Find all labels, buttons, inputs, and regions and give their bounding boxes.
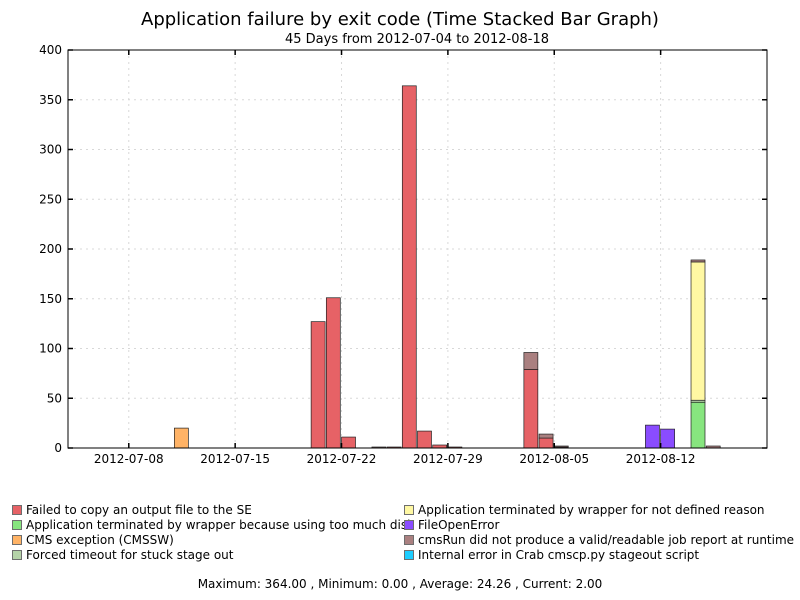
legend-swatch [12, 550, 22, 560]
x-tick-label: 2012-07-29 [413, 452, 483, 466]
legend-label: Application terminated by wrapper becaus… [26, 518, 415, 532]
bar-segment [310, 321, 326, 449]
chart-plot: 0 50 100 150 200 250 300 350 400 2012-07-08 2012-0… [39, 43, 768, 466]
legend-swatch [12, 520, 22, 530]
bar-segment [690, 261, 706, 401]
legend-label: Failed to copy an output file to the SE [26, 503, 252, 517]
bar-segment [341, 436, 356, 449]
legend-label: Internal error in Crab cmscp.py stageout… [418, 548, 700, 562]
y-tick-label: 150 [39, 292, 62, 306]
chart-title: Application failure by exit code (Time S… [141, 9, 659, 30]
legend-swatch [404, 550, 414, 560]
bar-segment [325, 297, 341, 449]
bar-segment [645, 424, 660, 449]
chart-stats-footer: Maximum: 364.00 , Minimum: 0.00 , Averag… [197, 577, 603, 591]
bar-segment [523, 369, 539, 449]
legend-label: Forced timeout for stuck stage out [26, 548, 234, 562]
legend-swatch [404, 520, 414, 530]
legend-label: cmsRun did not produce a valid/readable … [418, 533, 795, 547]
bar-segment [417, 430, 432, 449]
bar-segment [174, 427, 189, 449]
y-tick-label: 0 [54, 441, 62, 455]
bar-segment [553, 445, 569, 448]
bar-segment [401, 85, 417, 449]
y-tick-label: 300 [39, 143, 62, 157]
chart-subtitle: 45 Days from 2012-07-04 to 2012-08-18 [284, 32, 550, 47]
x-tick-label: 2012-07-22 [307, 452, 377, 466]
legend-swatch [12, 505, 22, 515]
legend-swatch [404, 535, 414, 545]
x-tick-label: 2012-08-12 [626, 452, 696, 466]
legend-swatch [12, 535, 22, 545]
y-tick-label: 100 [39, 342, 62, 356]
legend-label: CMS exception (CMSSW) [26, 533, 174, 547]
bar-segment [690, 259, 706, 263]
x-tick-label: 2012-07-15 [200, 452, 270, 466]
y-tick-label: 350 [39, 93, 62, 107]
legend-label: FileOpenError [418, 518, 500, 532]
x-tick-label: 2012-07-08 [94, 452, 164, 466]
bar-segment [690, 401, 706, 449]
legend-swatch [404, 505, 414, 515]
bar-segment [660, 428, 675, 449]
bar-segment [538, 433, 554, 439]
bar-segment [523, 352, 539, 370]
x-tick-label: 2012-08-05 [519, 452, 589, 466]
legend-label: Application terminated by wrapper for no… [418, 503, 765, 517]
y-tick-label: 250 [39, 192, 62, 206]
y-tick-label: 200 [39, 242, 62, 256]
y-tick-label: 400 [39, 43, 62, 57]
bar-segment [538, 437, 554, 449]
y-tick-label: 50 [47, 391, 62, 405]
